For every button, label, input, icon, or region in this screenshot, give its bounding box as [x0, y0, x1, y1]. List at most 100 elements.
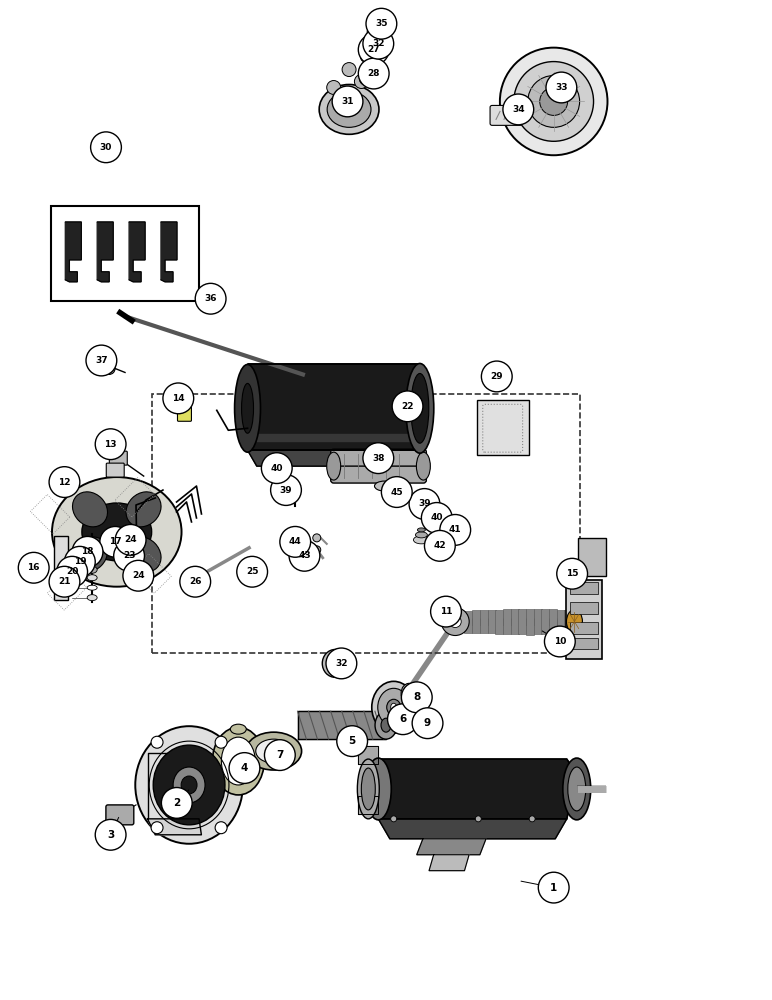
Ellipse shape — [406, 363, 434, 453]
Ellipse shape — [73, 492, 107, 527]
Text: 19: 19 — [73, 557, 86, 566]
Circle shape — [392, 391, 423, 422]
Text: 34: 34 — [512, 105, 525, 114]
Bar — [580, 610, 587, 633]
Ellipse shape — [87, 566, 97, 573]
Circle shape — [440, 515, 471, 545]
Ellipse shape — [411, 373, 428, 443]
Circle shape — [366, 8, 397, 39]
Circle shape — [326, 648, 357, 679]
Circle shape — [95, 429, 126, 460]
Circle shape — [544, 626, 575, 657]
Circle shape — [151, 822, 163, 834]
Circle shape — [49, 566, 80, 597]
Polygon shape — [147, 819, 201, 835]
Bar — [570, 602, 598, 614]
Ellipse shape — [401, 683, 417, 703]
Circle shape — [412, 708, 443, 739]
Ellipse shape — [391, 703, 397, 711]
Ellipse shape — [73, 537, 107, 572]
Text: 37: 37 — [95, 356, 108, 365]
Circle shape — [95, 819, 126, 850]
Ellipse shape — [418, 528, 425, 532]
Ellipse shape — [82, 503, 151, 561]
Ellipse shape — [387, 699, 401, 715]
Ellipse shape — [256, 739, 292, 763]
Ellipse shape — [212, 727, 264, 795]
Ellipse shape — [357, 759, 379, 819]
Polygon shape — [161, 222, 177, 282]
Bar — [570, 582, 598, 594]
Circle shape — [409, 489, 440, 519]
Bar — [541, 609, 550, 634]
Circle shape — [500, 48, 608, 155]
Bar — [510, 609, 519, 634]
Ellipse shape — [416, 452, 430, 480]
Circle shape — [262, 453, 292, 483]
Circle shape — [358, 58, 389, 89]
Circle shape — [367, 27, 378, 37]
Circle shape — [476, 816, 481, 822]
Circle shape — [313, 534, 320, 542]
Bar — [570, 638, 598, 649]
Text: 40: 40 — [270, 464, 283, 473]
Text: 23: 23 — [123, 551, 135, 560]
FancyBboxPatch shape — [107, 463, 124, 477]
Circle shape — [422, 503, 452, 533]
Circle shape — [538, 872, 569, 903]
Text: 8: 8 — [413, 692, 421, 702]
Circle shape — [215, 822, 227, 834]
Bar — [578, 538, 606, 576]
Circle shape — [121, 527, 131, 537]
Text: 25: 25 — [246, 567, 259, 576]
Bar — [503, 609, 511, 634]
Circle shape — [271, 475, 301, 505]
Polygon shape — [147, 753, 199, 819]
Circle shape — [151, 736, 163, 748]
Ellipse shape — [87, 549, 97, 555]
Circle shape — [503, 94, 533, 125]
Text: 28: 28 — [367, 69, 380, 78]
Circle shape — [363, 28, 394, 59]
Circle shape — [358, 34, 389, 65]
Circle shape — [180, 566, 211, 597]
Bar — [526, 609, 534, 635]
Text: 32: 32 — [372, 39, 384, 48]
Ellipse shape — [173, 767, 205, 803]
Text: 12: 12 — [58, 478, 71, 487]
Circle shape — [514, 62, 594, 141]
Ellipse shape — [327, 452, 340, 480]
Polygon shape — [97, 222, 113, 282]
Text: 10: 10 — [554, 637, 566, 646]
Text: 9: 9 — [424, 718, 431, 728]
Circle shape — [49, 467, 80, 497]
Text: 33: 33 — [555, 83, 567, 92]
Ellipse shape — [126, 537, 161, 572]
Ellipse shape — [328, 655, 342, 671]
Text: 40: 40 — [431, 513, 443, 522]
Ellipse shape — [327, 91, 371, 127]
Circle shape — [265, 740, 295, 770]
Text: 36: 36 — [205, 294, 217, 303]
Text: 44: 44 — [289, 537, 302, 546]
FancyBboxPatch shape — [330, 449, 426, 483]
Ellipse shape — [153, 745, 225, 825]
Ellipse shape — [414, 536, 429, 544]
Circle shape — [363, 443, 394, 474]
Circle shape — [289, 540, 320, 571]
Text: 26: 26 — [189, 577, 201, 586]
Text: 3: 3 — [107, 830, 114, 840]
Text: 18: 18 — [81, 547, 93, 556]
Circle shape — [72, 536, 103, 567]
Circle shape — [161, 788, 192, 818]
FancyBboxPatch shape — [110, 451, 127, 465]
Circle shape — [195, 283, 226, 314]
Ellipse shape — [230, 724, 246, 734]
Ellipse shape — [245, 732, 302, 770]
Circle shape — [528, 76, 580, 127]
Circle shape — [431, 596, 462, 627]
Circle shape — [332, 86, 363, 117]
Circle shape — [237, 556, 268, 587]
Circle shape — [115, 524, 146, 555]
Text: 32: 32 — [335, 659, 347, 668]
